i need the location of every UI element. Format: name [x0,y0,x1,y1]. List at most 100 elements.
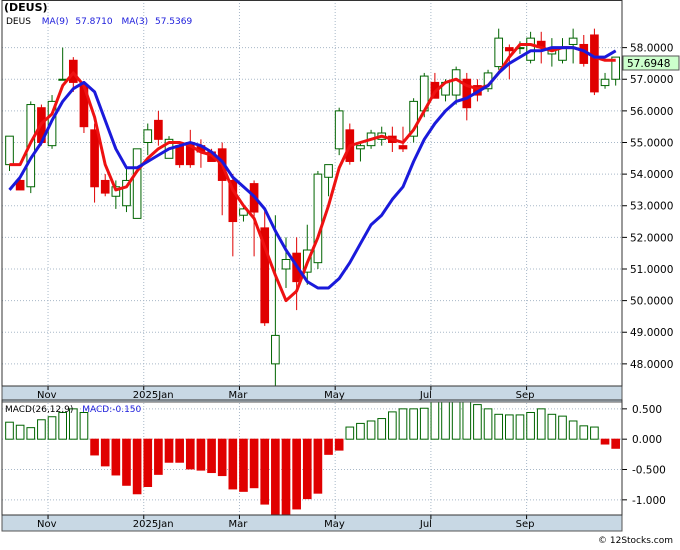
ma3-line [9,43,616,303]
macd-bar-positive [483,408,493,440]
date-tick-label: Mar [228,390,248,401]
macd-bar-positive [526,411,535,440]
price-tick-label: 50.0000 [630,296,673,308]
date-tick-label: May [324,390,345,401]
macd-bar-negative [164,438,174,463]
candle-up [313,170,323,269]
macd-bar-negative [100,438,110,467]
candle-body [154,119,163,140]
last-price-label: 57.6948 [627,58,670,70]
macd-bar-positive [79,411,89,440]
macd-bar-positive [590,426,599,440]
candle-up [526,31,535,64]
macd-bar-positive [388,411,397,440]
candle-up [281,237,291,288]
macd-bar-negative [185,438,195,470]
macd-bar-positive [515,414,525,440]
candle-body [5,135,14,166]
macd-bar-negative [611,438,621,449]
macd-bar-positive [494,413,504,440]
price-tick-label: 51.0000 [630,264,673,276]
macd-bar-positive [419,407,429,440]
price-panel-border [1,0,623,387]
macd-tick-label: 0.500 [632,404,662,416]
date-tick-label: Nov [37,519,57,530]
macd-bar-positive [37,419,46,440]
macd-legend-value: MACD:-0.150 [82,405,141,415]
price-tick-label: 57.0000 [630,74,673,86]
candle-down [100,174,110,197]
candle-body [260,227,270,324]
macd-bar-positive [377,418,387,440]
candle-up [409,98,418,143]
date-tick-label: Mar [228,519,248,530]
candle-body [505,47,514,52]
candle-up [122,167,131,213]
macd-bar-negative [313,438,323,494]
macd-bar-negative [260,438,270,505]
macd-bar-negative [143,438,153,487]
price-tick-label: 54.0000 [630,169,673,181]
macd-bar-negative [217,438,227,477]
date-tick-label: 2025Jan [133,390,174,401]
date-tick-label: May [324,519,345,530]
legend-ma3-label: MA(3) [121,17,148,27]
candle-down [154,110,163,146]
last-price-box [622,55,680,71]
date-tick-label: 2025Jan [133,519,174,530]
macd-bar-positive [15,424,25,440]
candle-body [494,37,504,68]
date-tick-label: Sep [516,390,535,401]
macd-bar-negative [175,438,184,463]
candle-up [143,123,153,156]
candle-up [271,215,280,390]
price-tick-label: 52.0000 [630,232,673,244]
candle-body [611,56,621,80]
macd-bar-positive [568,420,578,440]
legend-ma3-value: 57.5369 [155,17,192,27]
price-tick-label: 48.0000 [630,359,673,371]
macd-bar-negative [154,438,163,475]
legend-ma9-value: 57.8710 [75,17,112,27]
candle-body [334,110,344,150]
price-tick-label: 56.0000 [630,106,673,118]
macd-bar-negative [239,438,248,492]
candle-body [324,164,333,178]
candle-up [356,142,365,162]
macd-bar-negative [324,438,333,455]
candle-body [143,129,153,143]
candle-up [600,72,610,89]
price-legend: DEUS MA(9) 57.8710 MA(3) 57.5369 [6,17,192,27]
candle-body [122,179,131,207]
date-tick-label: Jul [419,390,432,401]
macd-bar-positive [558,415,567,440]
candle-body [398,145,408,150]
macd-bar-positive [505,414,514,440]
legend-ma9-label: MA(9) [42,17,69,27]
macd-bar-positive [398,408,408,440]
ma9-line [8,46,617,290]
candle-body [228,179,238,223]
macd-bar-positive [356,422,365,440]
candle-body [600,78,610,87]
macd-bar-positive [473,404,482,440]
macd-panel-border [1,399,623,516]
candle-body [568,37,578,45]
macd-bar-negative [111,438,121,476]
macd-bar-negative [196,438,206,471]
macd-bar-positive [536,408,546,440]
macd-bar-negative [228,438,238,490]
macd-bar-positive [5,421,14,440]
macd-legend-label: MACD(26,12,9) [5,405,73,415]
price-tick-label: 49.0000 [630,327,673,339]
chart-title: (DEUS) [4,1,48,14]
candle-body [409,100,418,137]
candle-body [313,173,323,264]
candle-body [175,145,184,166]
candle-body [132,148,142,219]
macd-bar-positive [579,425,589,440]
macd-bar-positive [409,408,418,440]
macd-bar-negative [249,438,259,489]
